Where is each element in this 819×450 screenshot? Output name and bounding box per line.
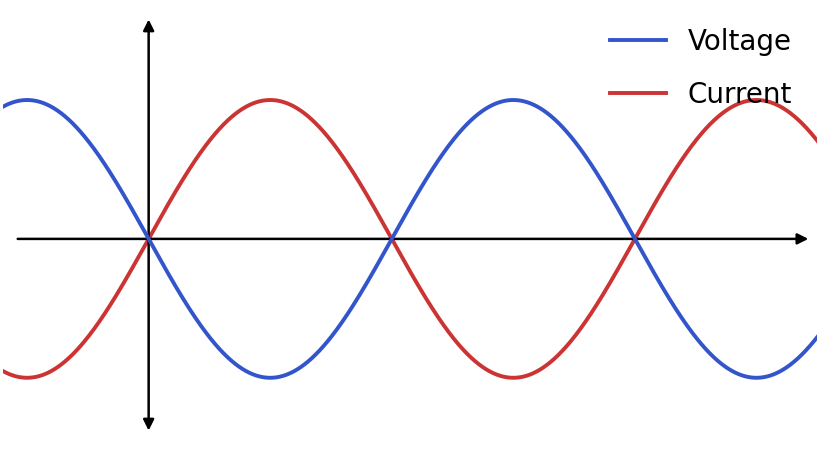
Legend: Voltage, Current: Voltage, Current [598,17,803,120]
